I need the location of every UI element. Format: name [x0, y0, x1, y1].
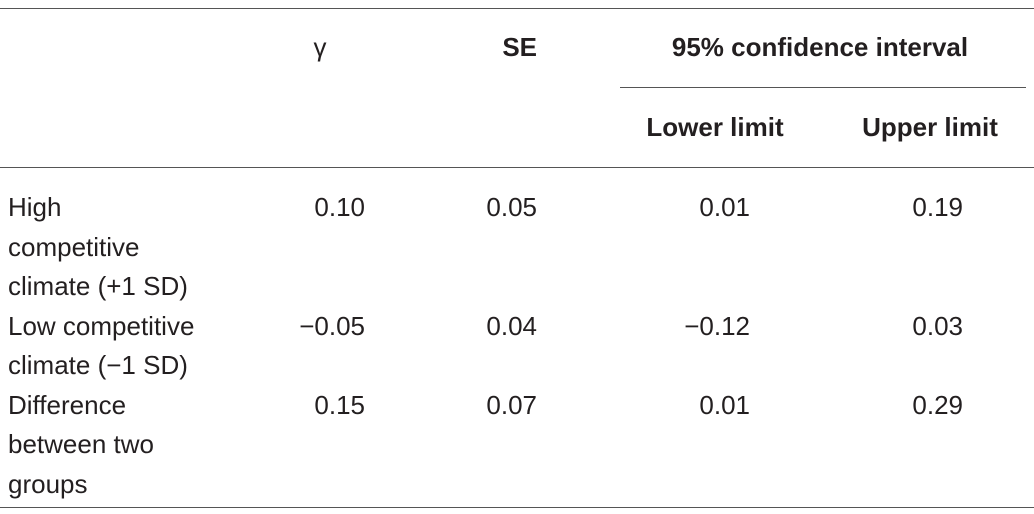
ci-rule — [620, 87, 1026, 88]
header-gamma: γ — [313, 32, 327, 62]
bottom-rule — [0, 507, 1034, 508]
cell-value: 0.19 — [912, 192, 963, 222]
row-label: Low competitive — [8, 310, 195, 341]
header-ci: 95% confidence interval — [671, 32, 969, 62]
header-se: SE — [502, 32, 537, 62]
cell-value: 0.15 — [314, 389, 365, 420]
header-lower: Lower limit — [646, 112, 784, 142]
row-label: between two — [8, 429, 154, 459]
cell-value: 0.07 — [486, 389, 537, 420]
cell-value: −0.12 — [684, 310, 750, 341]
cell-value: 0.29 — [912, 389, 963, 420]
row-label: High — [8, 192, 62, 222]
cell-value: 0.04 — [486, 310, 537, 341]
cell-value: −0.05 — [299, 310, 365, 341]
row-label: climate (−1 SD) — [8, 350, 188, 380]
header-upper: Upper limit — [862, 112, 998, 142]
top-rule — [0, 8, 1034, 9]
row-label: competitive — [8, 231, 140, 262]
header-rule — [0, 167, 1034, 168]
cell-value: 0.01 — [699, 389, 750, 420]
row-label: Difference — [8, 389, 127, 420]
cell-value: 0.05 — [486, 192, 537, 222]
cell-value: 0.01 — [699, 192, 750, 222]
row-label: groups — [8, 468, 88, 499]
cell-value: 0.10 — [314, 192, 365, 222]
cell-value: 0.03 — [912, 310, 963, 341]
row-label: climate (+1 SD) — [8, 271, 188, 301]
